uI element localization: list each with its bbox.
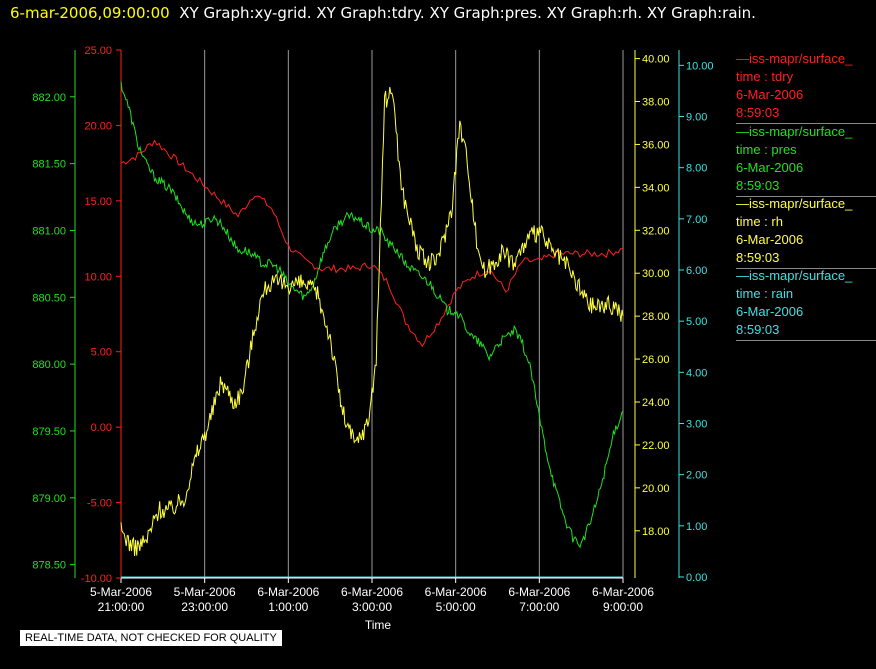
x-tick-label: 5-Mar-2006 — [174, 585, 236, 599]
pres-series-line — [120, 81, 624, 549]
x-tick-label: 6-Mar-2006 — [257, 585, 319, 599]
x-tick-label: 6-Mar-2006 — [592, 585, 654, 599]
legend-divider — [736, 196, 876, 197]
x-tick-label: 23:00:00 — [181, 600, 228, 614]
x-axis-label: Time — [365, 618, 392, 632]
legend-date: 6-Mar-2006 — [736, 232, 804, 247]
rh-tick-label: 24.00 — [642, 397, 670, 409]
rain-tick-label: 3.00 — [686, 418, 707, 430]
legend-entry-rain: —iss-mapr/surface_ time : rain 6-Mar-200… — [736, 267, 876, 341]
pres-tick-label: 878.50 — [32, 560, 66, 572]
pres-tick-label: 879.00 — [32, 493, 66, 505]
rain-tick-label: 1.00 — [686, 521, 707, 533]
legend-time: 8:59:03 — [736, 250, 780, 265]
rh-tick-label: 18.00 — [642, 526, 670, 538]
legend-series-name: —iss-mapr/surface_ — [736, 51, 853, 66]
legend-entry-rh: —iss-mapr/surface_ time : rh 6-Mar-2006 … — [736, 195, 876, 269]
legend-date: 6-Mar-2006 — [736, 160, 804, 175]
pres-tick-label: 881.00 — [32, 225, 66, 237]
x-tick-label: 5-Mar-2006 — [90, 585, 152, 599]
legend-series-name: —iss-mapr/surface_ — [736, 268, 853, 283]
tdry-series-line — [120, 139, 624, 348]
rh-tick-label: 40.00 — [642, 54, 670, 66]
x-tick-label: 1:00:00 — [268, 600, 308, 614]
rh-tick-label: 30.00 — [642, 268, 670, 280]
rain-tick-label: 8.00 — [686, 163, 707, 175]
legend-divider — [736, 123, 876, 124]
page-title: 6-mar-2006,09:00:00 XY Graph:xy-grid. XY… — [10, 4, 756, 22]
tdry-tick-label: 15.00 — [84, 196, 112, 208]
legend-entry-tdry: —iss-mapr/surface_ time : tdry 6-Mar-200… — [736, 50, 876, 124]
legend-variable: time : rh — [736, 214, 783, 229]
x-tick-label: 9:00:00 — [603, 600, 643, 614]
legend-variable: time : pres — [736, 142, 797, 157]
legend-series-name: —iss-mapr/surface_ — [736, 196, 853, 211]
x-tick-label: 7:00:00 — [519, 600, 559, 614]
x-tick-label: 5:00:00 — [436, 600, 476, 614]
legend-divider — [736, 268, 876, 269]
legend-series-name: —iss-mapr/surface_ — [736, 124, 853, 139]
title-timestamp: 6-mar-2006,09:00:00 — [10, 4, 170, 22]
rh-tick-label: 26.00 — [642, 354, 670, 366]
rh-tick-label: 36.00 — [642, 139, 670, 151]
rh-tick-label: 32.00 — [642, 225, 670, 237]
quality-warning-label: REAL-TIME DATA, NOT CHECKED FOR QUALITY — [20, 630, 282, 646]
rh-series-line — [120, 87, 624, 557]
rain-tick-label: 2.00 — [686, 470, 707, 482]
rh-tick-label: 34.00 — [642, 182, 670, 194]
rain-tick-label: 0.00 — [686, 572, 707, 584]
pres-tick-label: 882.00 — [32, 92, 66, 104]
pres-tick-label: 880.00 — [32, 359, 66, 371]
rh-tick-label: 38.00 — [642, 97, 670, 109]
rh-tick-label: 28.00 — [642, 311, 670, 323]
rh-tick-label: 20.00 — [642, 483, 670, 495]
legend-time: 8:59:03 — [736, 178, 780, 193]
legend-time: 8:59:03 — [736, 105, 780, 120]
rain-tick-label: 5.00 — [686, 316, 707, 328]
pres-tick-label: 879.50 — [32, 426, 66, 438]
x-tick-label: 21:00:00 — [98, 600, 145, 614]
rain-tick-label: 9.00 — [686, 112, 707, 124]
rain-tick-label: 7.00 — [686, 214, 707, 226]
legend-divider — [736, 340, 876, 341]
rain-tick-label: 4.00 — [686, 367, 707, 379]
tdry-tick-label: 10.00 — [84, 271, 112, 283]
tdry-tick-label: 0.00 — [91, 422, 112, 434]
tdry-tick-label: 5.00 — [91, 347, 112, 359]
pres-tick-label: 881.50 — [32, 159, 66, 171]
rain-tick-label: 6.00 — [686, 265, 707, 277]
tdry-tick-label: 25.00 — [84, 45, 112, 57]
x-tick-label: 3:00:00 — [352, 600, 392, 614]
legend-entry-pres: —iss-mapr/surface_ time : pres 6-Mar-200… — [736, 123, 876, 197]
legend-date: 6-Mar-2006 — [736, 304, 804, 319]
legend-date: 6-Mar-2006 — [736, 87, 804, 102]
rh-tick-label: 22.00 — [642, 440, 670, 452]
x-tick-label: 6-Mar-2006 — [508, 585, 570, 599]
tdry-tick-label: -5.00 — [87, 498, 112, 510]
chart-grid — [120, 50, 624, 578]
tdry-tick-label: 20.00 — [84, 120, 112, 132]
chart-plot-area — [120, 81, 624, 578]
legend-time: 8:59:03 — [736, 322, 780, 337]
chart-axes: 5-Mar-200621:00:005-Mar-200623:00:006-Ma… — [32, 45, 713, 614]
tdry-tick-label: -10.00 — [81, 573, 112, 585]
legend-variable: time : tdry — [736, 69, 794, 84]
legend-variable: time : rain — [736, 286, 794, 301]
title-graph-list: XY Graph:xy-grid. XY Graph:tdry. XY Grap… — [179, 4, 756, 22]
x-tick-label: 6-Mar-2006 — [425, 585, 487, 599]
pres-tick-label: 880.50 — [32, 292, 66, 304]
x-tick-label: 6-Mar-2006 — [341, 585, 403, 599]
rain-tick-label: 10.00 — [686, 60, 714, 72]
